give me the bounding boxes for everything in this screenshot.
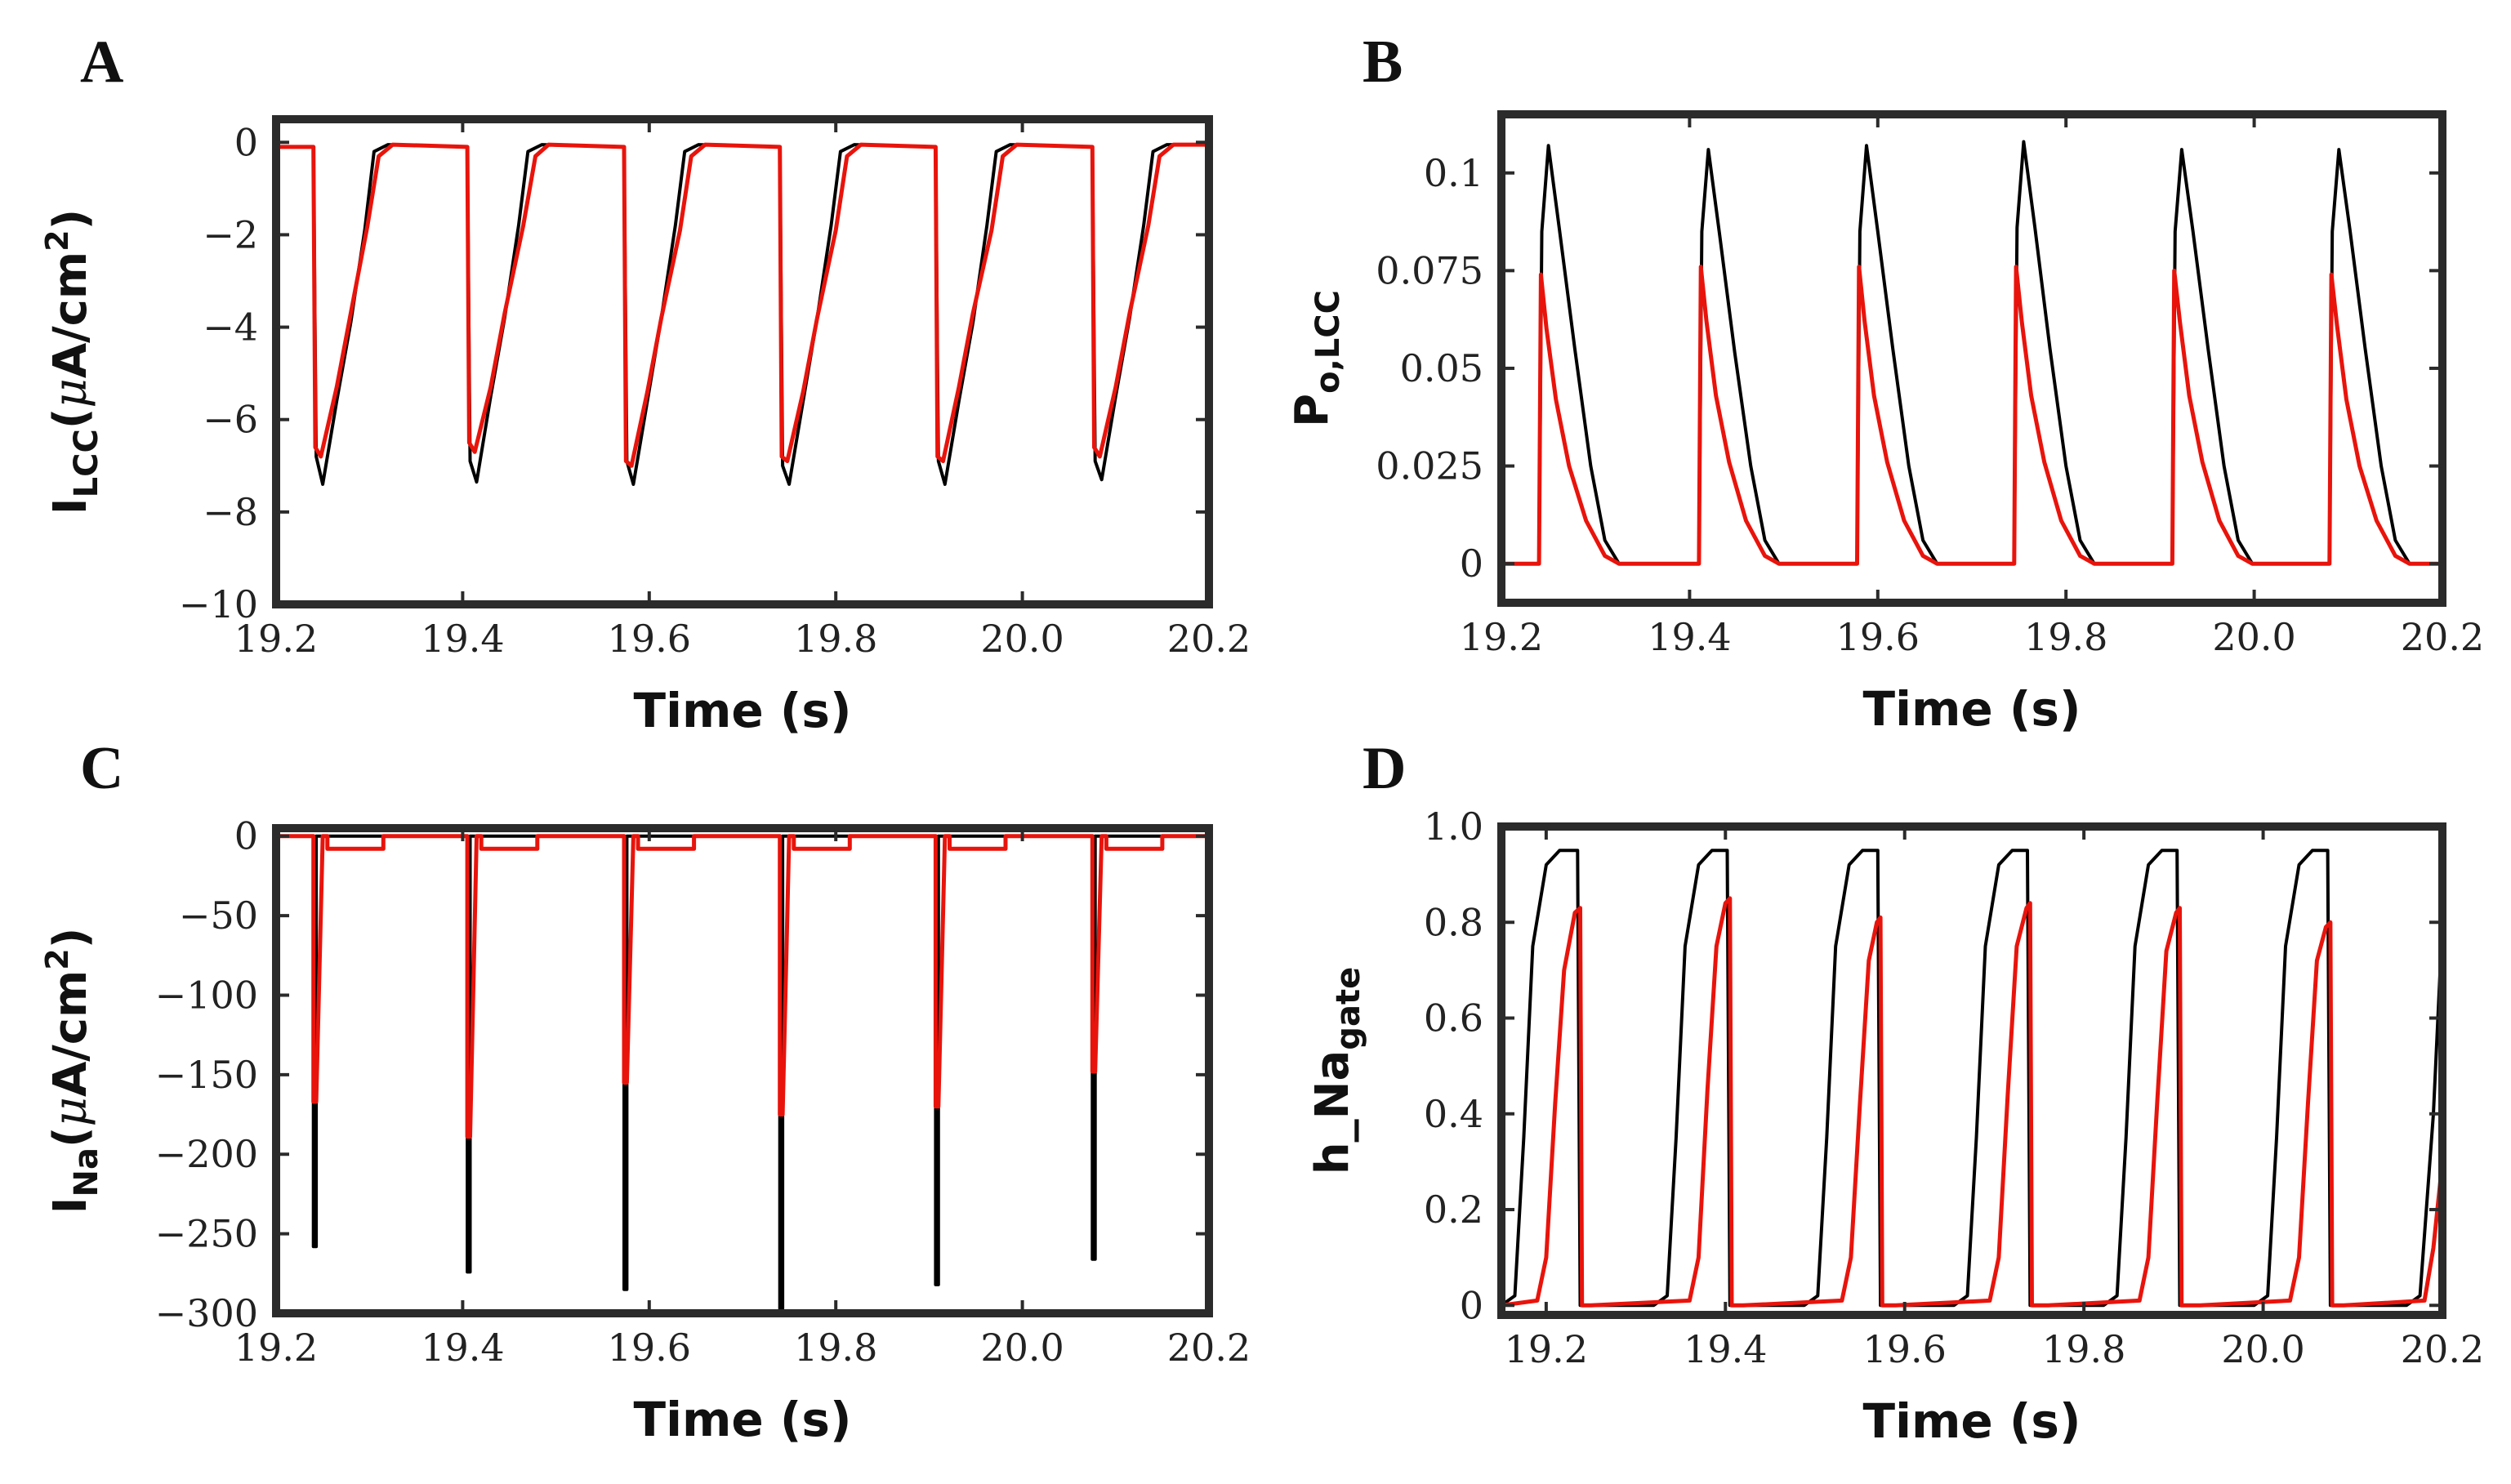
- panel-d-ytick-label: 0.4: [1424, 1092, 1483, 1136]
- panel-d-ylabel: h_Nagate: [1306, 967, 1367, 1174]
- panel-c-series-black: [276, 834, 1209, 1311]
- panel-b-axes-frame: [1497, 110, 2446, 607]
- panel-c-xtick-label: 19.6: [608, 1326, 691, 1370]
- panel-c-ylabel: INa(μA/cm2): [39, 928, 105, 1214]
- panel-b-plot: 19.2 19.4 19.6 19.8 20.0 20.2 0 0.025 0.05 0.075 0…: [1376, 110, 2484, 659]
- panel-a-ylabel-units: A/cm: [44, 252, 97, 378]
- panel-a-ylabel-mu: μ: [44, 378, 97, 408]
- panel-c-xlabel: Time (s): [634, 1392, 852, 1447]
- panel-c-ytick-label: −250: [155, 1212, 258, 1256]
- panel-b-ytick-label: 0.075: [1376, 248, 1483, 292]
- panel-d-xtick-label: 20.0: [2221, 1327, 2304, 1371]
- panel-a-ytick-label: 0: [234, 120, 258, 164]
- panel-d: 19.2 19.4 19.6 19.8 20.0 20.2 0 0.2 0.4 0.6 0.8 1.0…: [1306, 804, 2484, 1449]
- panel-c: 19.2 19.4 19.6 19.8 20.0 20.2 0 −50 −100 −150 −200…: [39, 814, 1251, 1447]
- panel-b-series-black: [1501, 140, 2442, 566]
- panel-d-plot: 19.2 19.4 19.6 19.8 20.0 20.2 0 0.2 0.4 0.6 0.8 1.0: [1424, 804, 2484, 1371]
- panel-d-xlabel: Time (s): [1863, 1393, 2081, 1449]
- panel-d-xtick-label: 19.8: [2042, 1327, 2125, 1371]
- panel-b-ytick-label: 0.025: [1376, 444, 1483, 488]
- panel-c-ylabel-close: ): [44, 928, 97, 949]
- panel-d-ytick-label: 0.6: [1424, 996, 1483, 1041]
- panel-c-ylabel-open: (: [44, 1126, 97, 1148]
- panel-a: 19.2 19.4 19.6 19.8 20.0 20.2 0 −2 −4 −6 −8 −10 Tim…: [39, 115, 1251, 738]
- panel-a-ytick-label: −10: [179, 582, 258, 626]
- panel-c-ytick-label: −50: [179, 894, 258, 938]
- panel-d-ytick-label: 0.8: [1424, 900, 1483, 944]
- panel-c-ylabel-main: I: [44, 1197, 97, 1214]
- panel-b-xtick-label: 19.8: [2024, 615, 2107, 659]
- panel-d-ylabel-sub: gate: [1330, 967, 1367, 1050]
- panel-a-series-red: [276, 142, 1209, 468]
- panel-a-xtick-label: 20.0: [980, 617, 1064, 661]
- panel-letter-d: D: [1363, 735, 1406, 802]
- panel-a-xtick-label: 19.6: [608, 617, 691, 661]
- panel-c-ylabel-sup: 2: [39, 948, 75, 969]
- panel-b-ylabel-main: P: [1286, 394, 1339, 427]
- panel-letter-a: A: [80, 29, 123, 96]
- panel-a-ylabel-close: ): [44, 209, 97, 230]
- panel-c-xtick-label: 19.8: [794, 1326, 877, 1370]
- panel-b-xtick-label: 19.4: [1648, 615, 1731, 659]
- panel-c-ytick-label: −150: [155, 1053, 258, 1097]
- panel-c-xtick-label: 19.2: [234, 1326, 318, 1370]
- panel-d-ytick-label: 1.0: [1424, 804, 1483, 849]
- panel-b-ylabel: Po,LCC: [1286, 290, 1347, 427]
- panel-d-xtick-label: 19.6: [1863, 1327, 1947, 1371]
- panel-c-ylabel-sub: Na: [68, 1148, 105, 1197]
- panel-letter-b: B: [1363, 29, 1403, 96]
- panel-d-ytick-label: 0: [1460, 1283, 1483, 1327]
- panel-a-ylabel-open: (: [44, 408, 97, 430]
- panel-a-ytick-label: −6: [203, 398, 258, 442]
- panel-c-xtick-label: 19.4: [421, 1326, 504, 1370]
- panel-c-xtick-label: 20.0: [980, 1326, 1064, 1370]
- panel-c-ytick-label: −100: [155, 973, 258, 1017]
- panel-c-ylabel-units: A/cm: [44, 970, 97, 1097]
- panel-b-series-red: [1501, 265, 2442, 566]
- panel-c-axes-frame: [272, 824, 1213, 1317]
- panel-a-xtick-label: 19.4: [421, 617, 504, 661]
- panel-a-xtick-label: 19.2: [234, 617, 318, 661]
- panel-b-ytick-label: 0.05: [1400, 346, 1483, 390]
- panel-a-ytick-label: −8: [203, 490, 258, 534]
- panel-d-ylabel-main: h_Na: [1306, 1050, 1359, 1175]
- panel-a-series-black: [276, 143, 1209, 486]
- panel-d-xtick-label: 19.2: [1505, 1327, 1588, 1371]
- panel-d-xtick-label: 20.2: [2401, 1327, 2484, 1371]
- panel-c-ytick-label: 0: [234, 814, 258, 858]
- panel-c-xtick-label: 20.2: [1167, 1326, 1251, 1370]
- panel-b-xlabel: Time (s): [1863, 681, 2081, 737]
- panel-a-axes-frame: [272, 115, 1213, 608]
- panel-d-xtick-label: 19.4: [1684, 1327, 1767, 1371]
- panel-a-ylabel: ILCC(μA/cm2): [39, 209, 105, 515]
- panel-a-ytick-label: −2: [203, 212, 258, 256]
- panel-b: 19.2 19.4 19.6 19.8 20.0 20.2 0 0.025 0.05 0.075 0…: [1286, 110, 2484, 737]
- panel-b-ytick-label: 0.1: [1424, 151, 1483, 195]
- panel-a-ylabel-sup: 2: [39, 230, 75, 251]
- panel-d-ytick-label: 0.2: [1424, 1188, 1483, 1232]
- panel-letter-c: C: [80, 735, 123, 802]
- panel-b-xtick-label: 20.0: [2212, 615, 2295, 659]
- panel-c-series-red: [276, 834, 1209, 1139]
- panel-a-xlabel: Time (s): [634, 683, 852, 738]
- panel-c-ytick-label: −200: [155, 1132, 258, 1176]
- panel-a-ylabel-sub: LCC: [68, 429, 105, 497]
- panel-a-ytick-label: −4: [203, 305, 258, 350]
- panel-c-ytick-label: −300: [155, 1291, 258, 1335]
- panel-a-ylabel-main: I: [44, 497, 97, 515]
- panel-d-series-red: [1501, 896, 2442, 1308]
- panel-c-ylabel-mu: μ: [44, 1097, 97, 1126]
- panel-b-xtick-label: 20.2: [2401, 615, 2484, 659]
- panel-a-xtick-label: 19.8: [794, 617, 877, 661]
- panel-b-xtick-label: 19.6: [1836, 615, 1920, 659]
- panel-a-plot: 19.2 19.4 19.6 19.8 20.0 20.2 0 −2 −4 −6 −8 −10: [179, 115, 1251, 661]
- panel-b-ylabel-sub: o,LCC: [1309, 290, 1347, 394]
- panel-b-ytick-label: 0: [1460, 541, 1483, 586]
- panel-b-xtick-label: 19.2: [1460, 615, 1543, 659]
- panel-d-axes-frame: [1497, 822, 2446, 1319]
- panel-a-xtick-label: 20.2: [1167, 617, 1251, 661]
- panel-c-plot: 19.2 19.4 19.6 19.8 20.0 20.2 0 −50 −100 −150 −200…: [155, 814, 1251, 1370]
